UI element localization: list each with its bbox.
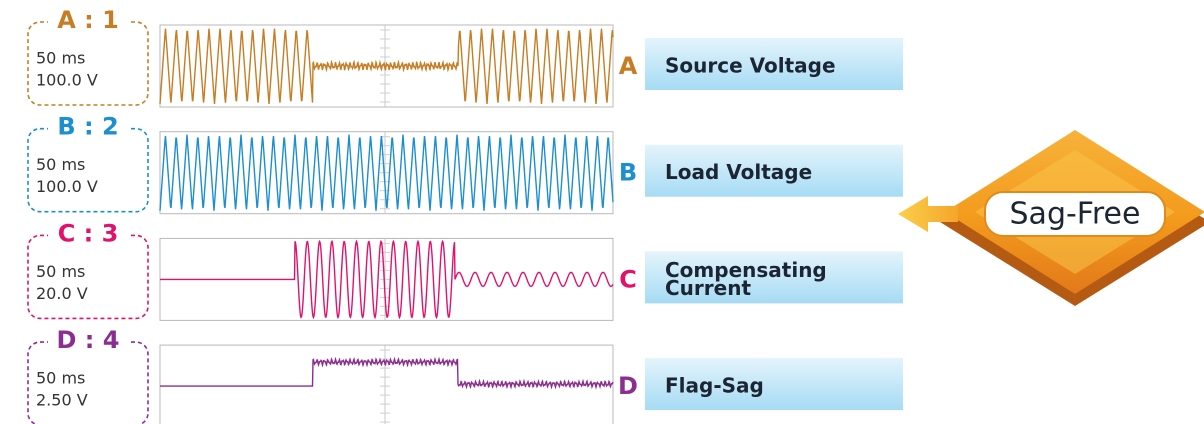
badge-text: Sag-Free: [1010, 197, 1141, 232]
channel-label: Load Voltage: [665, 160, 812, 184]
channel: A : 1 50 ms 100.0 V A Source Voltage: [28, 6, 903, 107]
channel: B : 2 50 ms 100.0 V B Load Voltage: [28, 113, 903, 214]
volt-div: 100.0 V: [36, 71, 98, 90]
time-div: 50 ms: [36, 369, 85, 388]
channel-label: Flag-Sag: [665, 374, 764, 398]
volt-div: 2.50 V: [36, 391, 88, 410]
channel-letter: A: [619, 52, 638, 80]
channel-label: Current: [665, 276, 751, 300]
channel-letter: D: [618, 372, 638, 400]
channel-id: B : 2: [57, 113, 118, 141]
channel-id: D : 4: [57, 326, 120, 354]
badge: Sag-Free: [898, 130, 1204, 306]
channel-id: A : 1: [57, 6, 119, 34]
time-div: 50 ms: [36, 155, 85, 174]
channel: D : 4 50 ms 2.50 V D Flag-Sag: [28, 326, 903, 424]
volt-div: 20.0 V: [36, 284, 88, 303]
channel-label: Source Voltage: [665, 54, 836, 78]
time-div: 50 ms: [36, 49, 85, 68]
channel-letter: C: [619, 265, 637, 293]
scope-diagram: D : 4 50 ms 2.50 V D Flag-Sag C : 3 50 ms 20.0 …: [0, 0, 1204, 424]
channel-id: C : 3: [58, 219, 119, 247]
channel-letter: B: [619, 159, 637, 187]
time-div: 50 ms: [36, 262, 85, 281]
volt-div: 100.0 V: [36, 177, 98, 196]
